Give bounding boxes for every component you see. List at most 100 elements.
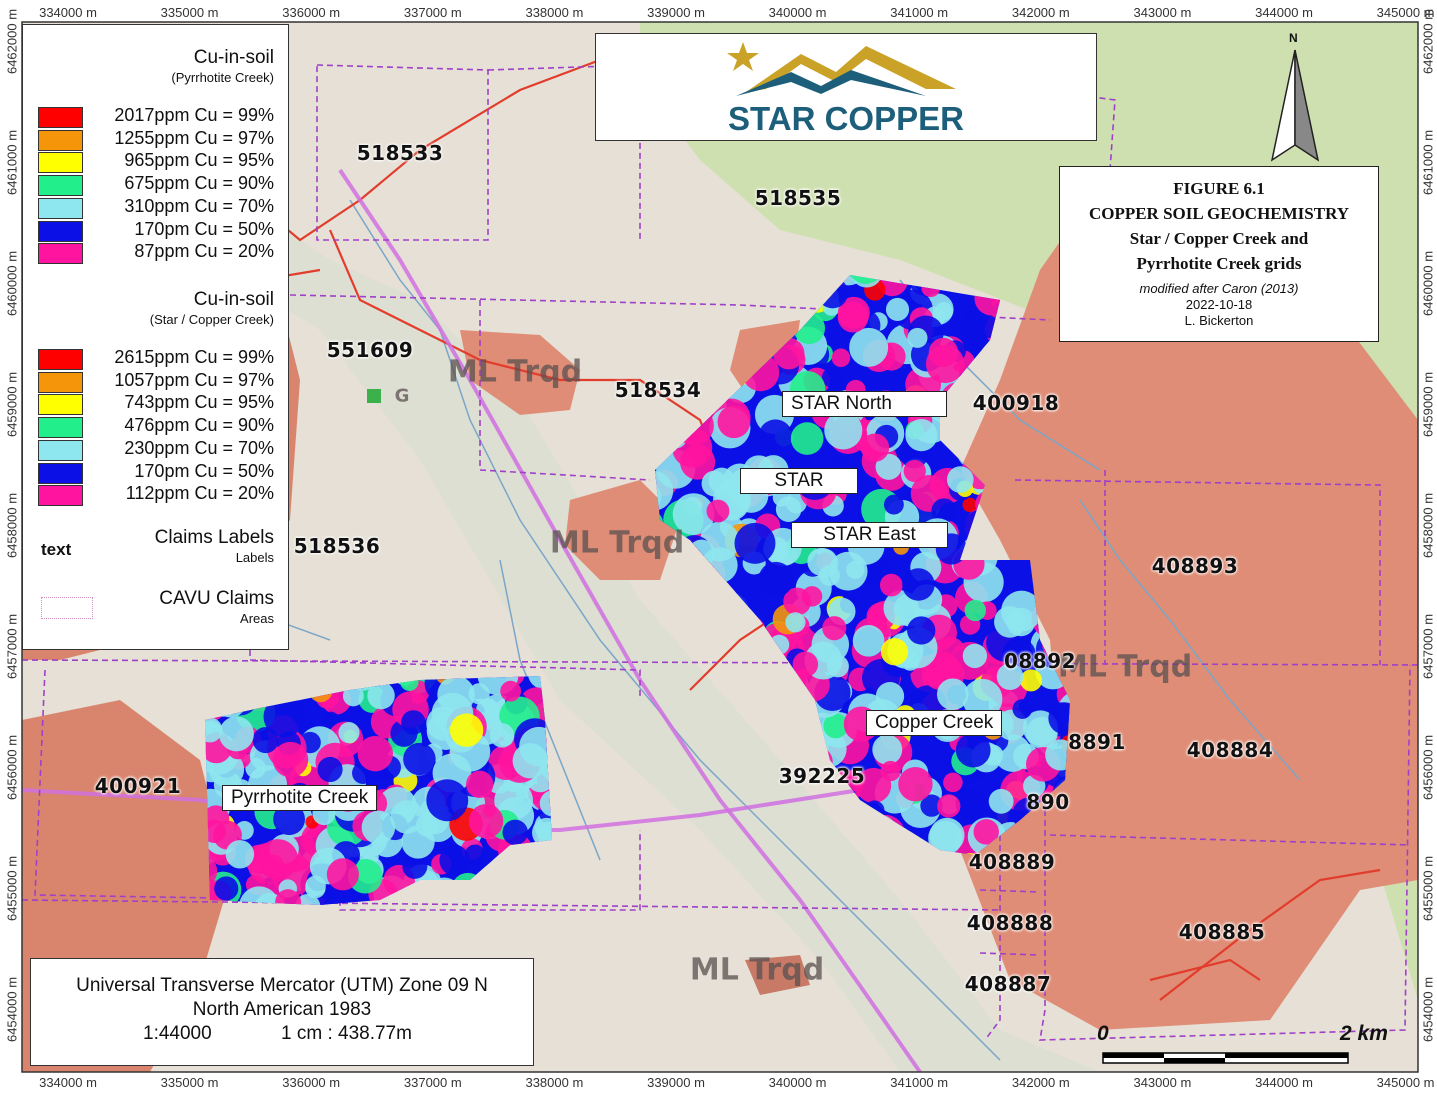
y-axis-tick-label: 6462000 m (1420, 8, 1436, 75)
legend-swatch (38, 462, 83, 484)
legend-subtitle: Areas (240, 611, 274, 626)
y-axis-tick-label: 6455000 m (4, 855, 20, 922)
claim-label: 408893 (1151, 554, 1239, 578)
legend-item: 170pm Cu = 50% (38, 219, 274, 242)
x-axis-tick-label: 335000 m (160, 5, 219, 20)
legend-label: 170pm Cu = 50% (134, 460, 274, 481)
y-axis-tick-label: 6454000 m (1420, 976, 1436, 1043)
soil-anomaly-cell (500, 680, 522, 702)
soil-anomaly-cell (317, 756, 343, 783)
soil-anomaly-cell (273, 803, 305, 836)
legend-swatch (38, 243, 83, 265)
legend-label: 675ppm Cu = 90% (124, 173, 274, 194)
legend-swatch (38, 485, 83, 507)
soil-anomaly-cell (263, 854, 284, 876)
x-axis-tick-label: 340000 m (768, 1075, 827, 1090)
soil-anomaly-cell (964, 599, 987, 622)
grid-label-pyrrhotite-creek: Pyrrhotite Creek (222, 785, 378, 811)
soil-anomaly-cell (931, 498, 957, 524)
legend-label: 1057ppm Cu = 97% (114, 369, 274, 390)
geology-label: ML Trqd (1057, 649, 1193, 685)
soil-anomaly-cell (883, 494, 904, 515)
legend-label: 2017ppm Cu = 99% (114, 105, 274, 125)
soil-anomaly-cell (272, 741, 309, 778)
soil-anomaly-cell (962, 643, 988, 669)
x-axis-tick-label: 335000 m (160, 1075, 219, 1090)
figure-number: FIGURE 6.1 (1173, 179, 1265, 198)
soil-anomaly-cell (680, 444, 716, 480)
x-axis-tick-label: 343000 m (1133, 1075, 1192, 1090)
map-scale-ratio: 1 cm : 438.77m (281, 1023, 412, 1044)
legend-item: 743ppm Cu = 95% (38, 392, 274, 416)
soil-anomaly-cell (357, 735, 394, 772)
soil-anomaly-cell (367, 681, 395, 710)
soil-anomaly-cell (962, 678, 1003, 719)
y-axis-tick-label: 6457000 m (4, 613, 20, 680)
claim-label: 408884 (1186, 738, 1274, 762)
soil-anomaly-cell (792, 651, 819, 678)
soil-anomaly-cell (828, 551, 868, 591)
star-copper-logo: STAR COPPER (727, 42, 964, 137)
x-axis-tick-label: 345000 m (1376, 5, 1435, 20)
soil-anomaly-cell (831, 348, 851, 368)
soil-anomaly-cell (502, 819, 528, 846)
soil-anomaly-cell (907, 616, 936, 645)
legend-swatch (38, 107, 83, 128)
intrusive-unit (460, 330, 580, 415)
soil-anomaly-cell (883, 590, 919, 626)
claim-label: 8891 (1068, 730, 1126, 754)
legend-label: 87ppm Cu = 20% (134, 241, 274, 262)
geology-label: ML Trqd (689, 952, 825, 988)
x-axis-tick-label: 338000 m (525, 1075, 584, 1090)
x-axis-tick-label: 341000 m (890, 1075, 949, 1090)
soil-anomaly-cell (955, 787, 988, 820)
soil-anomaly-cell (403, 742, 436, 776)
datum-name: North American 1983 (192, 999, 372, 1020)
legend-label: 743ppm Cu = 95% (124, 392, 274, 413)
soil-anomaly-cell (824, 411, 863, 450)
geology-label: ML Trqd (549, 525, 685, 561)
y-axis-tick-label: 6459000 m (4, 371, 20, 438)
soil-anomaly-cell (401, 825, 435, 859)
y-axis-tick-label: 6458000 m (1420, 492, 1436, 559)
soil-anomaly-cell (1002, 637, 1036, 672)
figure-subtitle: Star / Copper Creek and (1129, 229, 1309, 248)
soil-anomaly-cell (860, 433, 890, 462)
legend-cavu-claims-swatch (41, 597, 93, 619)
x-axis-tick-label: 339000 m (647, 5, 705, 20)
soil-anomaly-cell (239, 886, 280, 905)
claim-label: 518533 (356, 141, 444, 165)
grid-label-star-east: STAR East (791, 522, 948, 548)
x-axis-tick-label: 336000 m (282, 1075, 341, 1090)
soil-anomaly-cell (955, 732, 991, 768)
soil-anomaly-cell (946, 466, 974, 493)
soil-anomaly-cell (790, 422, 824, 455)
soil-anomaly-cell (849, 327, 889, 367)
claim-label: 408889 (968, 850, 1056, 874)
soil-anomaly-cell (821, 367, 843, 388)
soil-anomaly-cell (214, 876, 239, 901)
soil-anomaly-cell (902, 568, 935, 601)
legend-subtitle: (Star / Copper Creek) (149, 312, 274, 327)
soil-anomaly-cell (252, 727, 279, 754)
legend-label: 230ppm Cu = 70% (124, 437, 274, 458)
legend-swatch (38, 175, 83, 197)
soil-anomaly-cell (464, 844, 486, 865)
legend-swatch (38, 439, 83, 461)
legend: Cu-in-soil (Pyrrhotite Creek) 2017ppm Cu… (22, 24, 289, 650)
legend-swatch (38, 349, 83, 370)
claim-label: 890 (1026, 790, 1070, 814)
legend-title: Claims Labels (154, 527, 274, 548)
soil-anomaly-cell (361, 810, 396, 845)
x-axis-tick-label: 341000 m (890, 5, 949, 20)
geology-symbol (367, 389, 381, 403)
figure-date: 2022-10-18 (1185, 297, 1253, 312)
soil-anomaly-cell (717, 405, 751, 439)
soil-anomaly-cell (996, 663, 1024, 690)
figure-author: L. Bickerton (1184, 313, 1254, 328)
intrusive-unit (565, 480, 680, 580)
figure-title-box: FIGURE 6.1 COPPER SOIL GEOCHEMISTRY Star… (1059, 166, 1379, 342)
x-axis-tick-label: 334000 m (39, 1075, 97, 1090)
soil-anomaly-cell (785, 612, 806, 633)
legend-label: 965ppm Cu = 95% (124, 150, 274, 171)
